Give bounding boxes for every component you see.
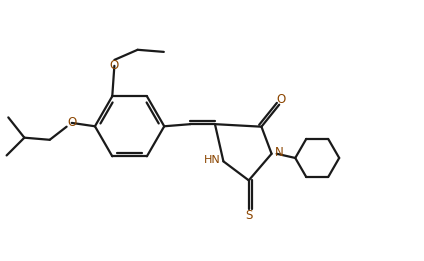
Text: HN: HN bbox=[204, 155, 221, 165]
Text: N: N bbox=[274, 146, 283, 158]
Text: S: S bbox=[245, 209, 252, 222]
Text: O: O bbox=[276, 93, 285, 106]
Text: O: O bbox=[67, 116, 76, 129]
Text: O: O bbox=[110, 59, 119, 72]
